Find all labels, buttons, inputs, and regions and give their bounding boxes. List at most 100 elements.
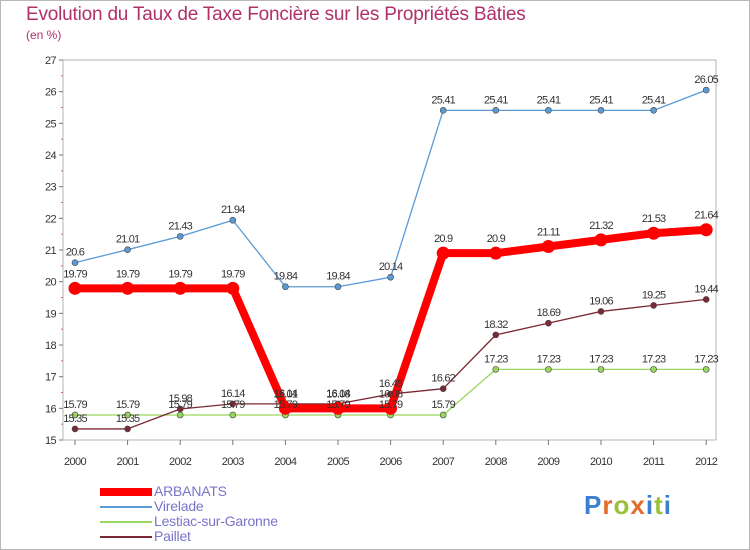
y-tick-label: 22 [45, 213, 57, 225]
data-label: 21.11 [537, 227, 560, 239]
series-line-virelade [74, 89, 707, 288]
data-point [702, 366, 710, 373]
data-label: 19.25 [642, 289, 666, 301]
x-tick-label: 2009 [537, 456, 560, 468]
data-label: 21.64 [694, 210, 718, 222]
x-tick-label: 2012 [695, 456, 718, 468]
data-label: 16.14 [274, 388, 298, 400]
data-label: 17.23 [589, 353, 613, 365]
data-point [702, 86, 710, 94]
data-label: 19.84 [326, 271, 350, 283]
data-point [436, 246, 450, 260]
data-point [282, 283, 289, 291]
data-point [597, 107, 605, 114]
legend-swatch [100, 488, 152, 496]
data-point [124, 246, 131, 253]
data-point [121, 281, 135, 295]
data-label: 18.69 [537, 307, 561, 319]
data-labels: 20.6 21.01 21.43 21.94 19.84 19.84 20.14 25.41 2… [63, 74, 719, 425]
data-label: 17.23 [694, 353, 718, 365]
data-label: 20.9 [487, 233, 506, 245]
logo-letter: i [645, 490, 655, 520]
data-label: 19.79 [63, 268, 87, 280]
data-label: 21.43 [168, 220, 192, 232]
data-label: 19.79 [168, 268, 192, 280]
data-point [545, 319, 552, 327]
data-point [334, 283, 342, 291]
data-label: 15.98 [168, 393, 192, 405]
data-label: 25.41 [642, 94, 666, 106]
y-tick-label: 23 [45, 182, 57, 194]
y-tick-label: 17 [45, 372, 57, 384]
data-label: 25.41 [537, 94, 561, 106]
y-tick-label: 25 [45, 118, 57, 130]
logo-letter: o [613, 490, 631, 520]
x-tick-label: 2003 [222, 456, 245, 468]
data-point [702, 296, 710, 303]
y-tick-label: 18 [45, 340, 57, 352]
data-label: 21.01 [116, 234, 140, 246]
data-label: 19.06 [589, 295, 613, 307]
x-tick-label: 2002 [169, 456, 192, 468]
legend-swatch [100, 536, 152, 538]
data-point [492, 331, 500, 339]
data-point [384, 401, 398, 415]
x-tick-label: 2007 [432, 456, 455, 468]
y-tick-label: 24 [45, 150, 57, 162]
data-label: 15.35 [116, 413, 140, 425]
x-tick-label: 2010 [590, 456, 613, 468]
x-tick-label: 2008 [485, 456, 508, 468]
data-point [71, 425, 79, 433]
data-point [176, 405, 184, 413]
data-point [545, 107, 552, 114]
data-point [176, 233, 184, 240]
data-point [278, 401, 292, 415]
data-point [545, 366, 552, 373]
legend-label: Lestiac-sur-Garonne [154, 513, 278, 529]
data-label: 15.35 [63, 413, 87, 425]
x-tick-label: 2001 [117, 456, 140, 468]
data-label: 21.53 [642, 213, 666, 225]
data-label: 15.79 [326, 399, 350, 411]
proxiti-logo: Proxiti [584, 490, 672, 521]
data-label: 16.14 [326, 388, 350, 400]
data-label: 20.9 [434, 233, 453, 245]
data-point [71, 411, 79, 419]
data-label: 16.01 [274, 388, 298, 400]
data-label: 21.32 [589, 220, 613, 232]
logo-letter: x [630, 490, 646, 520]
data-label: 16.62 [431, 373, 455, 385]
logo-letter: P [584, 490, 603, 520]
data-point [229, 216, 237, 224]
y-tick-label: 15 [45, 435, 57, 447]
data-label: 15.79 [379, 399, 403, 411]
data-point [597, 308, 605, 315]
data-label: 17.23 [484, 353, 508, 365]
data-point [124, 411, 131, 419]
data-label: 15.79 [221, 399, 245, 411]
data-label: 25.41 [484, 94, 508, 106]
y-tick-label: 26 [45, 87, 57, 99]
series-layer [68, 86, 713, 433]
data-point [176, 411, 184, 419]
data-label: 21.94 [221, 204, 245, 216]
data-label: 19.79 [116, 268, 140, 280]
data-point [650, 302, 657, 309]
data-point [331, 401, 345, 415]
legend-swatch [100, 521, 152, 523]
x-tick-label: 2000 [64, 456, 87, 468]
data-label: 15.79 [116, 399, 140, 411]
data-point [124, 425, 131, 433]
data-label: 26.05 [694, 74, 718, 86]
y-tick-label: 27 [45, 55, 57, 67]
data-point [594, 233, 608, 247]
data-point [492, 107, 500, 114]
data-label: 17.23 [537, 353, 561, 365]
data-label: 25.41 [589, 94, 613, 106]
legend-label: ARBANATS [154, 483, 227, 499]
legend-label: Paillet [154, 528, 191, 544]
data-label: 19.79 [221, 268, 245, 280]
data-label: 17.23 [642, 353, 666, 365]
x-tick-label: 2005 [327, 456, 350, 468]
